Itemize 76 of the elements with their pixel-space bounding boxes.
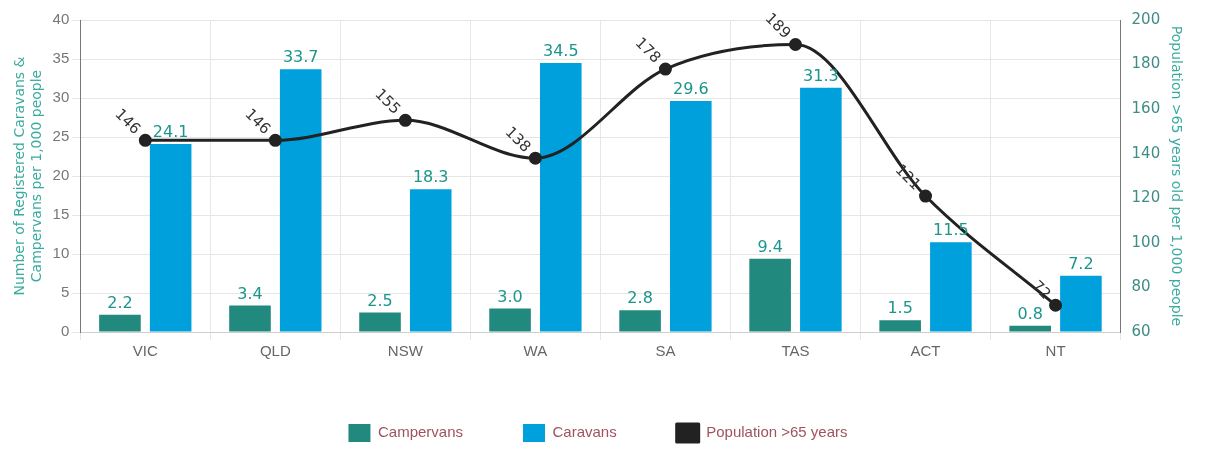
bar bbox=[1009, 325, 1051, 332]
data-label: 178 bbox=[631, 33, 665, 67]
data-label: 3.0 bbox=[497, 286, 523, 306]
bar bbox=[409, 189, 452, 332]
bar bbox=[619, 310, 661, 332]
point bbox=[268, 133, 282, 147]
point bbox=[398, 113, 412, 127]
y-tick-label: 20 bbox=[52, 166, 70, 184]
bar bbox=[800, 87, 842, 332]
y2-tick-label: 100 bbox=[1131, 232, 1161, 251]
data-label: 2.2 bbox=[107, 293, 133, 312]
x-tick-label: WA bbox=[523, 342, 548, 360]
bar bbox=[670, 101, 712, 332]
legend-label: Campervans bbox=[377, 423, 464, 441]
y-tick-label: 30 bbox=[52, 88, 70, 106]
legend-label: Caravans bbox=[552, 423, 617, 441]
x-tick-label: NT bbox=[1045, 342, 1066, 360]
data-label: 29.6 bbox=[672, 79, 709, 99]
y-tick-label: 5 bbox=[60, 283, 70, 301]
bar bbox=[99, 314, 141, 332]
data-label: 34.5 bbox=[542, 41, 579, 61]
point bbox=[138, 133, 152, 147]
y2-tick-label: 160 bbox=[1131, 99, 1161, 118]
data-label: 146 bbox=[111, 104, 145, 138]
x-tick-label: VIC bbox=[132, 342, 158, 360]
bar bbox=[149, 144, 192, 332]
y2-tick-label: 180 bbox=[1131, 54, 1161, 73]
point bbox=[788, 38, 802, 52]
y-tick-label: 35 bbox=[52, 49, 70, 67]
legend-label: Population >65 years bbox=[706, 423, 848, 441]
data-label: 1.5 bbox=[887, 298, 913, 318]
point bbox=[1049, 298, 1063, 312]
y-axis-title: Number of Registered Caravans & Campervans per 1,000 people bbox=[11, 56, 44, 296]
y-tick-label: 25 bbox=[52, 127, 70, 145]
data-label: 138 bbox=[501, 122, 535, 156]
bar bbox=[1060, 275, 1102, 332]
point bbox=[919, 189, 933, 203]
y2-tick-label: 200 bbox=[1131, 9, 1161, 28]
data-label: 18.3 bbox=[412, 167, 449, 187]
bar bbox=[930, 242, 972, 332]
data-label: 155 bbox=[371, 84, 405, 118]
data-label: 24.1 bbox=[152, 122, 189, 142]
bar bbox=[279, 69, 322, 332]
data-label: 2.8 bbox=[627, 288, 653, 308]
point bbox=[528, 151, 542, 165]
y2-tick-label: 120 bbox=[1131, 188, 1161, 207]
bar bbox=[359, 312, 401, 332]
y2-axis-title: Population >65 years old per 1,000 people bbox=[1168, 25, 1185, 327]
x-tick-label: NSW bbox=[387, 342, 424, 360]
y2-tick-label: 80 bbox=[1131, 277, 1151, 296]
x-tick-label: TAS bbox=[781, 342, 810, 360]
data-label: 0.8 bbox=[1017, 303, 1043, 323]
data-label: 7.2 bbox=[1068, 254, 1094, 273]
y-tick-label: 40 bbox=[52, 10, 70, 28]
data-label: 3.4 bbox=[237, 283, 263, 303]
bar bbox=[489, 308, 531, 332]
x-tick-label: QLD bbox=[259, 342, 291, 360]
y-tick-label: 10 bbox=[52, 244, 70, 262]
point bbox=[658, 62, 672, 76]
bar bbox=[229, 305, 271, 332]
data-label: 9.4 bbox=[757, 236, 783, 256]
x-tick-label: SA bbox=[655, 342, 676, 360]
data-label: 146 bbox=[241, 104, 275, 138]
data-label: 189 bbox=[761, 9, 795, 43]
bar bbox=[539, 62, 582, 332]
data-label: 2.5 bbox=[367, 290, 393, 310]
data-label: 72 bbox=[1028, 276, 1055, 303]
y2-tick-label: 60 bbox=[1131, 321, 1151, 340]
bar bbox=[749, 258, 791, 332]
data-label: 31.3 bbox=[803, 66, 839, 86]
data-label: 33.7 bbox=[282, 47, 319, 67]
x-tick-label: ACT bbox=[910, 342, 941, 360]
y-tick-label: 15 bbox=[52, 205, 70, 223]
y2-tick-label: 140 bbox=[1131, 143, 1161, 162]
bar bbox=[879, 320, 921, 332]
y-tick-label: 0 bbox=[60, 322, 70, 340]
